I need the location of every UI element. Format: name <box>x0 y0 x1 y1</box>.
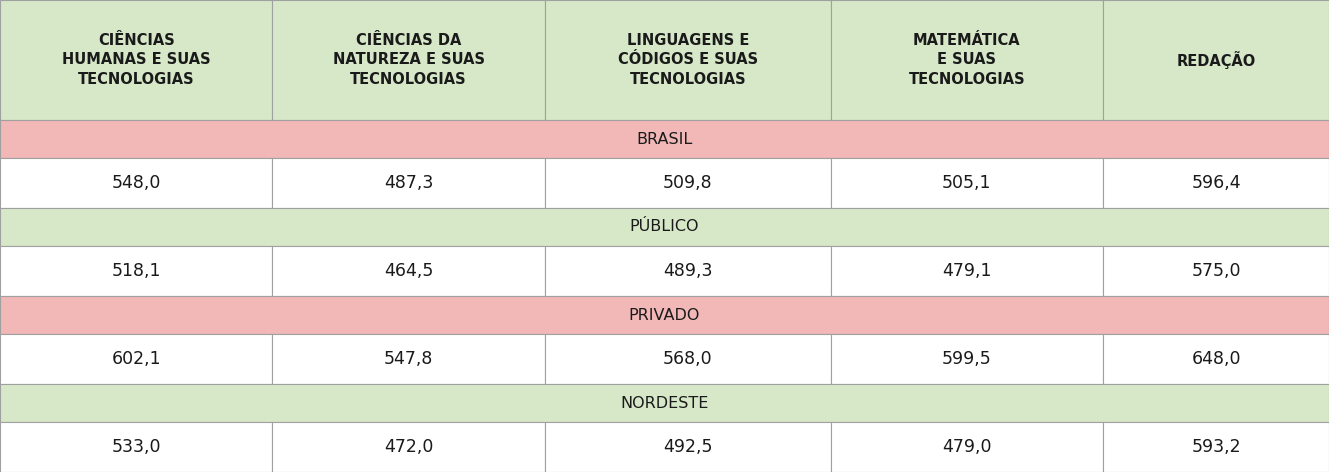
Bar <box>0 384 1329 422</box>
Text: 548,0: 548,0 <box>112 174 161 192</box>
Text: 533,0: 533,0 <box>112 438 161 456</box>
Text: 568,0: 568,0 <box>663 350 712 368</box>
Bar <box>1103 334 1329 384</box>
Bar <box>0 158 272 208</box>
Bar <box>0 296 1329 334</box>
Text: 492,5: 492,5 <box>663 438 712 456</box>
Bar <box>0 422 272 472</box>
Bar <box>545 158 831 208</box>
Text: 602,1: 602,1 <box>112 350 161 368</box>
Bar <box>1103 0 1329 120</box>
Bar <box>0 208 1329 246</box>
Text: 505,1: 505,1 <box>942 174 991 192</box>
Bar <box>272 334 545 384</box>
Bar <box>831 158 1103 208</box>
Bar <box>272 0 545 120</box>
Text: 648,0: 648,0 <box>1191 350 1241 368</box>
Text: 479,0: 479,0 <box>942 438 991 456</box>
Bar <box>272 246 545 296</box>
Text: LINGUAGENS E
CÓDIGOS E SUAS
TECNOLOGIAS: LINGUAGENS E CÓDIGOS E SUAS TECNOLOGIAS <box>618 33 758 87</box>
Bar <box>831 246 1103 296</box>
Bar <box>0 246 272 296</box>
Text: 509,8: 509,8 <box>663 174 712 192</box>
Bar <box>272 422 545 472</box>
Text: CIÊNCIAS
HUMANAS E SUAS
TECNOLOGIAS: CIÊNCIAS HUMANAS E SUAS TECNOLOGIAS <box>62 33 210 87</box>
Bar <box>831 422 1103 472</box>
Bar <box>545 334 831 384</box>
Text: PÚBLICO: PÚBLICO <box>630 219 699 235</box>
Bar <box>831 0 1103 120</box>
Bar <box>831 334 1103 384</box>
Text: 547,8: 547,8 <box>384 350 433 368</box>
Bar <box>0 0 272 120</box>
Bar <box>0 334 272 384</box>
Text: 487,3: 487,3 <box>384 174 433 192</box>
Text: 518,1: 518,1 <box>112 262 161 280</box>
Bar <box>545 246 831 296</box>
Text: 479,1: 479,1 <box>942 262 991 280</box>
Bar <box>1103 246 1329 296</box>
Text: 464,5: 464,5 <box>384 262 433 280</box>
Text: PRIVADO: PRIVADO <box>629 307 700 322</box>
Bar <box>545 0 831 120</box>
Text: REDAÇÃO: REDAÇÃO <box>1176 51 1256 69</box>
Bar <box>272 158 545 208</box>
Bar <box>1103 158 1329 208</box>
Bar <box>0 120 1329 158</box>
Text: 472,0: 472,0 <box>384 438 433 456</box>
Bar <box>1103 422 1329 472</box>
Text: NORDESTE: NORDESTE <box>621 396 708 411</box>
Text: 489,3: 489,3 <box>663 262 712 280</box>
Text: CIÊNCIAS DA
NATUREZA E SUAS
TECNOLOGIAS: CIÊNCIAS DA NATUREZA E SUAS TECNOLOGIAS <box>332 33 485 87</box>
Text: 575,0: 575,0 <box>1191 262 1241 280</box>
Text: 596,4: 596,4 <box>1191 174 1241 192</box>
Bar <box>545 422 831 472</box>
Text: MATEMÁTICA
E SUAS
TECNOLOGIAS: MATEMÁTICA E SUAS TECNOLOGIAS <box>909 33 1025 87</box>
Text: 593,2: 593,2 <box>1191 438 1241 456</box>
Text: 599,5: 599,5 <box>942 350 991 368</box>
Text: BRASIL: BRASIL <box>637 132 692 146</box>
